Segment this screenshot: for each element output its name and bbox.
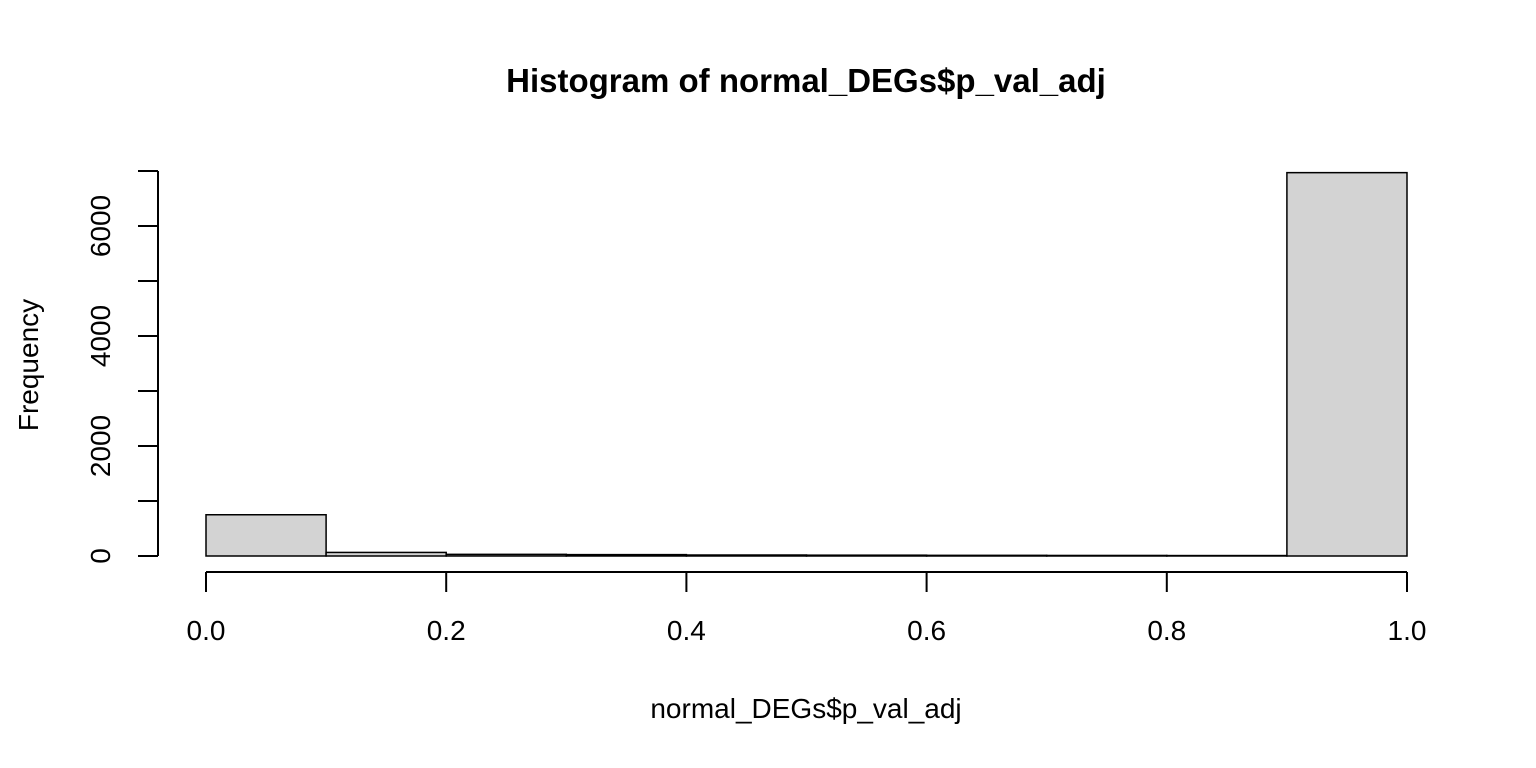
x-tick-label-5: 1.0	[1388, 615, 1427, 646]
x-axis-title: normal_DEGs$p_val_adj	[650, 693, 961, 724]
y-tick-label-4: 4000	[85, 305, 116, 367]
chart-title: Histogram of normal_DEGs$p_val_adj	[506, 62, 1106, 99]
histogram-bar-0	[205, 514, 327, 557]
bars-layer	[205, 171, 1408, 557]
histogram-bar-7	[1045, 554, 1168, 557]
histogram-bar-1	[325, 551, 447, 557]
histogram-bar-5	[805, 554, 928, 557]
y-axis: 0 2000 4000 6000	[85, 170, 159, 564]
x-tick-label-2: 0.4	[667, 615, 706, 646]
y-tick-label-0: 0	[85, 548, 116, 564]
x-axis: 0.0 0.2 0.4 0.6 0.8 1.0	[187, 571, 1427, 646]
y-tick-label-6: 6000	[85, 195, 116, 257]
x-tick-label-4: 0.8	[1147, 615, 1186, 646]
histogram-bar-9	[1286, 171, 1408, 557]
x-tick-label-1: 0.2	[427, 615, 466, 646]
y-tick-label-2: 2000	[85, 415, 116, 477]
histogram-bar-6	[925, 554, 1048, 557]
histogram-bar-4	[685, 554, 808, 557]
x-tick-label-3: 0.6	[907, 615, 946, 646]
x-tick-label-0: 0.0	[187, 615, 226, 646]
histogram-bar-3	[565, 553, 688, 557]
histogram-bar-2	[445, 553, 568, 557]
y-axis-title: Frequency	[13, 299, 44, 431]
